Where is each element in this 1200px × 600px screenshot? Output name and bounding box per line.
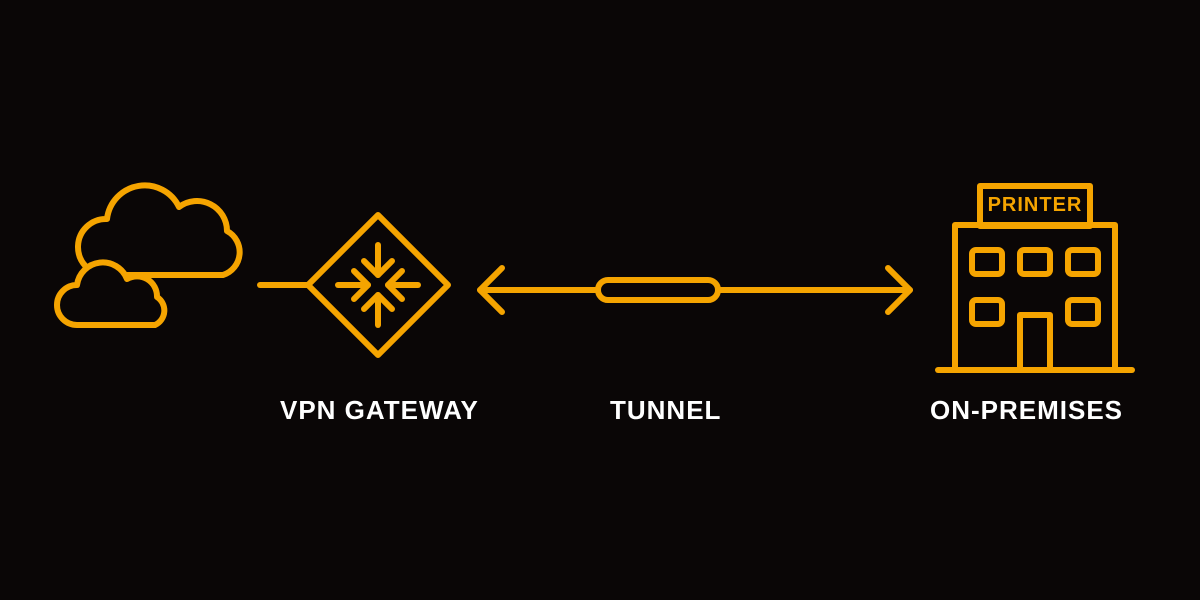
on-premises-label: ON-PREMISES: [930, 395, 1123, 426]
vpn-gateway-label: VPN GATEWAY: [280, 395, 479, 426]
printer-label: PRINTER: [980, 194, 1090, 217]
tunnel-arrow-icon: [480, 268, 910, 312]
cloud-icon: [57, 185, 240, 325]
vpn-gateway-icon: [308, 215, 448, 355]
diagram-stage: VPN GATEWAY TUNNEL ON-PREMISES PRINTER: [0, 0, 1200, 600]
tunnel-label: TUNNEL: [610, 395, 721, 426]
diagram-svg: [0, 0, 1200, 600]
